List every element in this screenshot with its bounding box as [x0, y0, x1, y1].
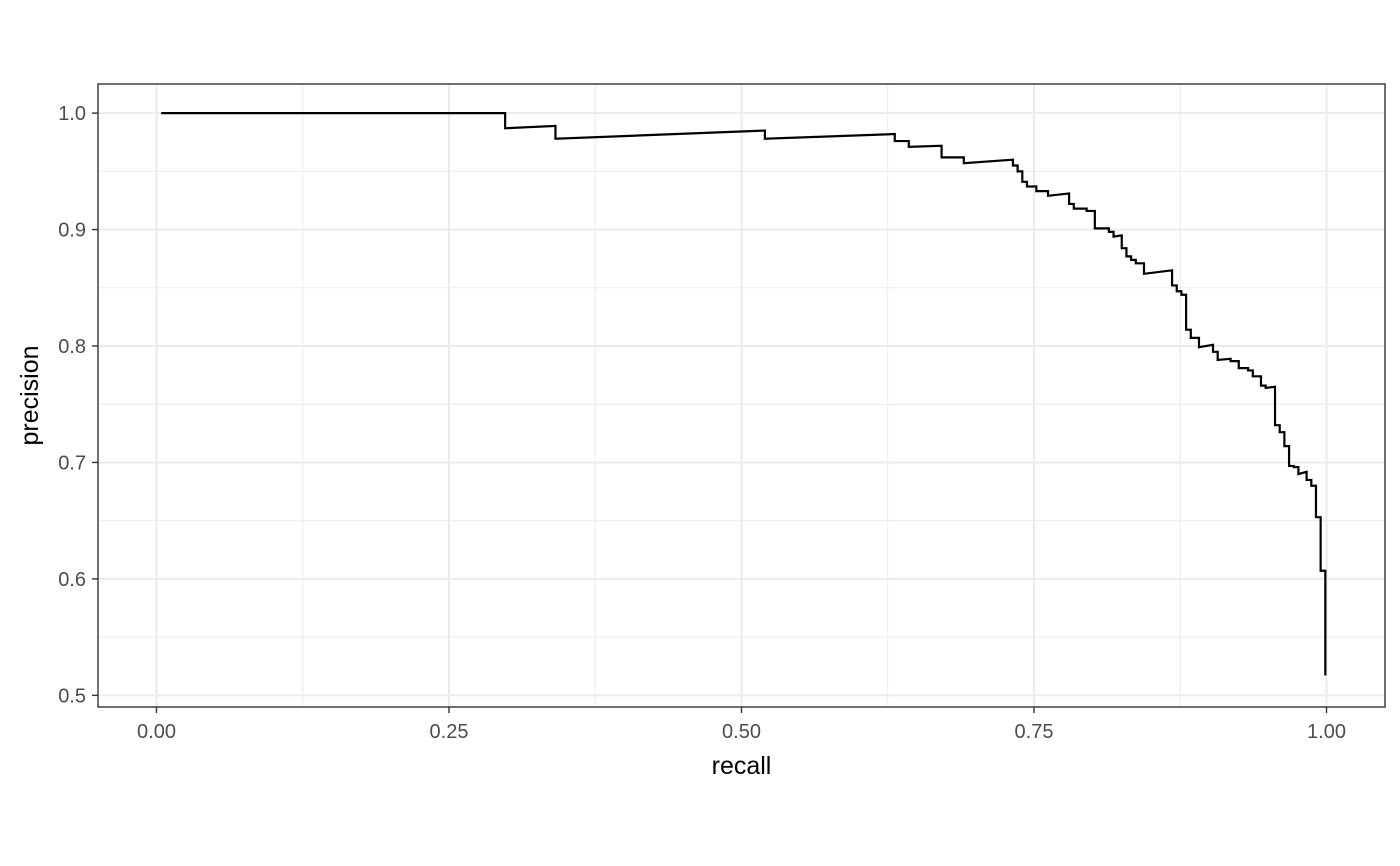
y-axis-title: precision: [16, 345, 44, 445]
y-tick-label: 0.6: [58, 569, 86, 591]
series-line: [161, 112, 1327, 676]
axis-tick-labels: 0.00 0.25 0.50 0.75 1.00 0.5 0.6 0.7 0.8 0.9 1.0: [58, 103, 1346, 743]
x-tick-label: 0.50: [722, 721, 761, 743]
y-tick-label: 0.9: [58, 220, 86, 242]
gridlines: [98, 84, 1385, 707]
x-tick-label: 0.25: [430, 721, 469, 743]
x-axis-title: recall: [712, 752, 772, 780]
x-tick-label: 0.75: [1015, 721, 1054, 743]
y-tick-label: 0.5: [58, 685, 86, 707]
series-layer: [161, 112, 1327, 676]
y-tick-label: 0.8: [58, 336, 86, 358]
axis-ticks: [92, 112, 1328, 713]
y-tick-label: 0.7: [58, 452, 86, 474]
y-tick-label: 1.0: [58, 103, 86, 125]
x-tick-label: 0.00: [137, 721, 176, 743]
x-tick-label: 1.00: [1307, 721, 1346, 743]
